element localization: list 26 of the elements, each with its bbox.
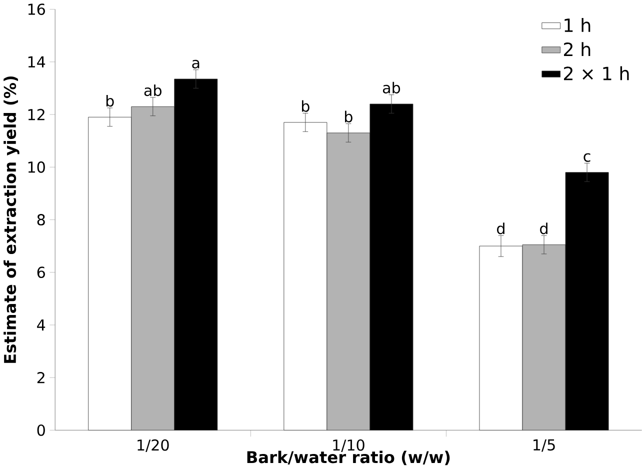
y-tick-label: 14 — [28, 56, 46, 68]
data-label: b — [106, 95, 114, 107]
legend-label: 2 × 1 h — [564, 66, 629, 80]
legend-label: 1 h — [564, 18, 590, 32]
x-tick-label: 1/10 — [333, 440, 364, 452]
y-tick-label: 0 — [37, 424, 45, 436]
data-label: c — [584, 153, 590, 162]
data-label: d — [497, 222, 504, 234]
y-tick-label: 8 — [37, 214, 45, 226]
y-tick-label: 12 — [28, 109, 44, 120]
x-tick-label: 1/20 — [138, 440, 169, 452]
y-tick-label: 16 — [28, 4, 45, 16]
legend-label: 2 h — [564, 42, 590, 56]
data-label: a — [192, 60, 200, 69]
data-label: b — [345, 110, 352, 123]
data-label: b — [302, 100, 310, 112]
y-axis-title: Estimate of extraction yield (%) — [4, 76, 20, 364]
x-axis-title: Bark/water ratio (w/w) — [247, 450, 450, 466]
y-tick-label: 6 — [37, 266, 45, 278]
y-tick-label: 2 — [37, 372, 44, 384]
x-tick-label: 1/5 — [534, 440, 555, 452]
data-label: ab — [144, 84, 162, 96]
y-tick-label: 4 — [37, 320, 46, 331]
y-tick-label: 10 — [28, 162, 45, 173]
data-label: d — [540, 222, 548, 234]
data-label: ab — [382, 82, 400, 94]
